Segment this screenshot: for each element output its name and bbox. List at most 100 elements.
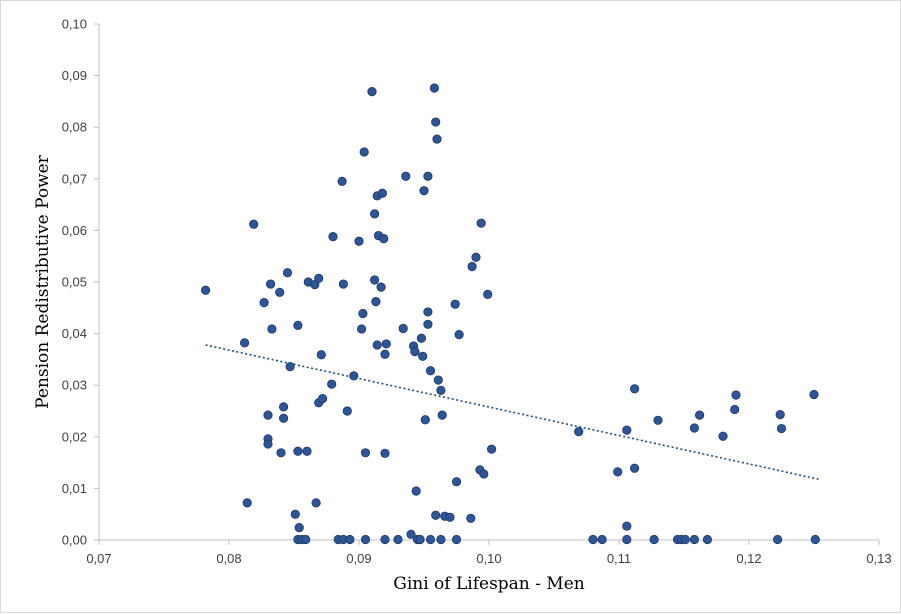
data-point [369,209,380,219]
data-point [718,431,728,441]
x-tick-label: 0,11 [607,551,631,566]
data-point [702,534,713,545]
data-point [302,446,312,456]
data-point [294,523,304,533]
data-point [436,534,446,545]
data-point [356,324,367,334]
data-point [423,319,433,329]
x-tick-label: 0,08 [216,551,241,566]
data-point [425,366,436,376]
data-point [380,534,390,545]
data-point [411,486,421,496]
data-point [429,83,439,93]
data-point [416,333,426,343]
data-point [369,275,380,285]
data-point [622,425,632,435]
y-tick-label: 0,07 [62,171,87,186]
x-tick-label: 0,10 [476,551,501,566]
data-point [451,534,462,545]
data-point [401,171,411,181]
data-point [418,351,428,361]
data-point [290,509,300,519]
data-point [730,404,740,415]
y-axis: 0,00 0,01 0,02 0,03 0,04 0,05 0,06 0,07 0,08 0,09… [62,17,100,548]
x-tick-label: 0,09 [346,551,371,566]
trendline [205,344,821,481]
data-point [731,390,741,400]
data-point [380,349,390,359]
y-tick-label: 0,09 [62,68,87,83]
data-point [267,324,277,334]
data-point [328,231,338,242]
data-point [689,534,700,545]
data-point [466,513,476,523]
data-point [249,219,259,229]
data-point [809,389,819,400]
data-point [776,423,787,434]
data-point [311,498,321,508]
data-point [354,236,364,246]
data-point [371,297,381,307]
data-point [278,413,289,423]
data-point [653,415,663,425]
data-point [201,285,211,295]
data-point [680,534,690,545]
data-point [265,279,276,289]
data-point [398,323,408,334]
x-axis: 0,07 0,08 0,09 0,10 0,11 0,12 0,13 [86,539,892,566]
data-point [393,534,403,545]
trendline-layer [205,344,821,481]
data-point [622,521,632,531]
data-point [467,261,477,272]
data-point [772,534,783,545]
data-point [432,134,442,144]
points-layer [201,83,820,545]
data-point [293,446,303,456]
data-point [377,188,387,198]
data-point [367,86,377,97]
data-point [337,176,347,186]
data-point [613,467,623,477]
data-point [454,330,464,340]
data-point [431,510,441,520]
data-point [240,338,250,348]
data-point [410,347,420,357]
data-point [360,534,371,545]
data-point [476,218,486,228]
data-point [423,307,433,317]
data-point [381,339,391,349]
y-tick-label: 0,05 [62,275,87,290]
data-point [327,379,337,389]
data-point [445,512,455,522]
data-point [301,534,311,545]
data-point [694,410,705,420]
data-point [345,534,355,545]
data-point [629,463,640,473]
data-point [372,340,382,350]
data-point [275,287,285,297]
y-tick-label: 0,04 [62,326,87,341]
data-point [450,299,460,309]
data-point [479,469,489,479]
data-point [380,448,390,458]
data-point [285,362,295,372]
x-tick-label: 0,07 [86,551,111,566]
data-point [360,448,371,458]
data-point [622,534,632,545]
data-point [406,529,416,539]
x-tick-label: 0,12 [736,551,761,566]
data-point [242,498,252,508]
data-point [483,289,493,299]
data-point [425,534,436,545]
data-point [486,444,497,454]
data-point [349,371,359,381]
data-point [263,439,273,449]
data-point [431,117,441,127]
data-point [276,448,286,458]
data-point [293,320,303,330]
y-tick-label: 0,02 [62,429,87,444]
data-point [420,415,430,425]
data-point [316,350,326,360]
